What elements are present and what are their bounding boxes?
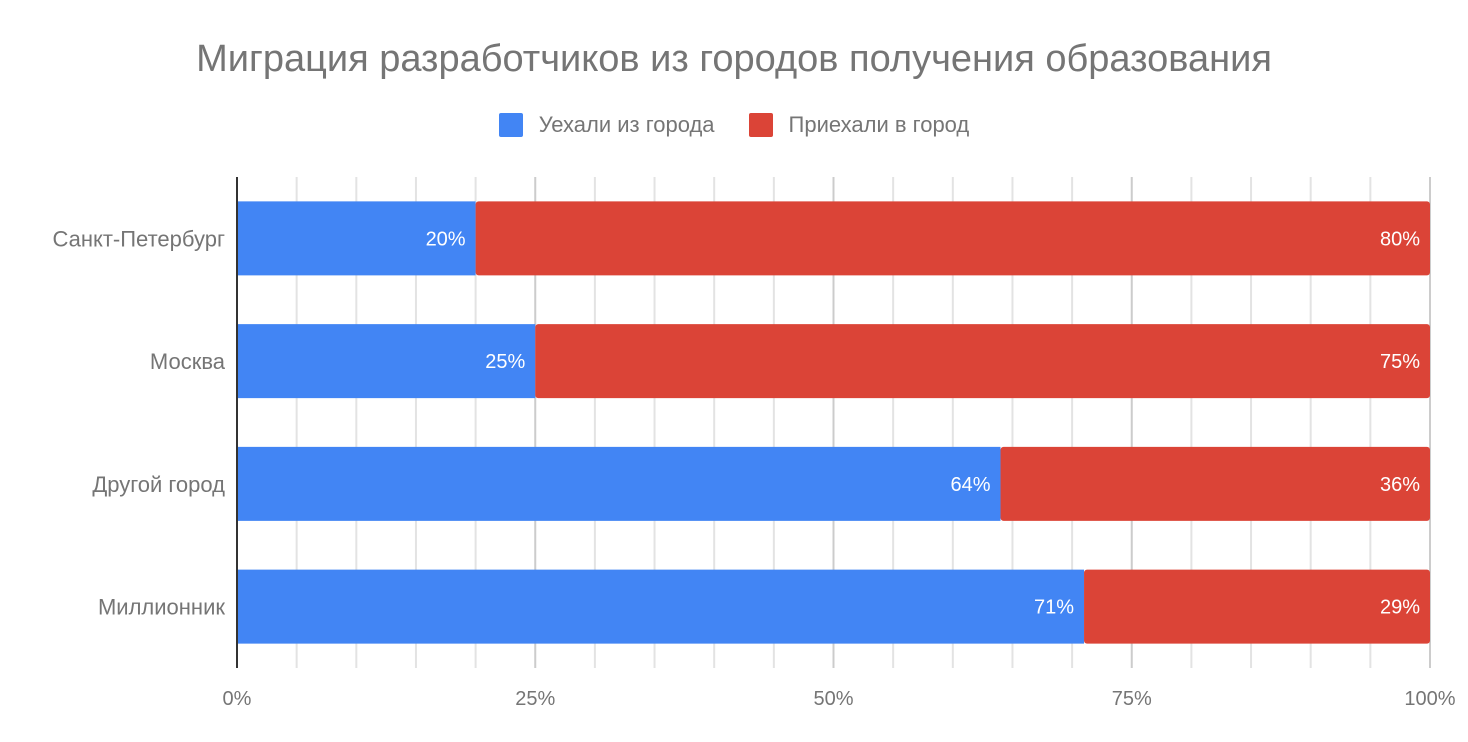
x-tick-label: 0% bbox=[223, 688, 252, 710]
bar-segment bbox=[535, 324, 1430, 399]
bar-segment bbox=[475, 201, 1431, 276]
data-label: 29% bbox=[1380, 597, 1420, 619]
legend: Уехали из города Приехали в город bbox=[0, 112, 1468, 138]
legend-item-came-to-city[interactable]: Приехали в город bbox=[748, 112, 970, 138]
bar-segment bbox=[1000, 446, 1430, 521]
data-label: 75% bbox=[1380, 351, 1420, 373]
data-label: 80% bbox=[1380, 228, 1420, 250]
category-label: Миллионник bbox=[98, 595, 225, 620]
x-tick-label: 100% bbox=[1404, 688, 1455, 710]
legend-item-left-city[interactable]: Уехали из города bbox=[498, 112, 715, 138]
legend-swatch-red bbox=[748, 113, 773, 137]
category-label: Другой город bbox=[92, 472, 225, 497]
bar-segment bbox=[1084, 569, 1430, 644]
category-label: Москва bbox=[150, 349, 226, 374]
bar-segment bbox=[237, 324, 536, 399]
legend-label: Уехали из города bbox=[538, 112, 715, 137]
category-label: Санкт-Петербург bbox=[52, 226, 225, 251]
data-label: 20% bbox=[426, 228, 466, 250]
chart-title: Миграция разработчиков из городов получе… bbox=[196, 38, 1272, 80]
bar-segment bbox=[237, 201, 476, 276]
data-label: 64% bbox=[950, 474, 990, 496]
data-label: 25% bbox=[485, 351, 525, 373]
legend-label: Приехали в город bbox=[788, 112, 970, 137]
bar-segment bbox=[237, 569, 1085, 644]
x-tick-label: 75% bbox=[1112, 688, 1152, 710]
x-tick-label: 25% bbox=[515, 688, 555, 710]
legend-swatch-blue bbox=[498, 113, 523, 137]
data-label: 36% bbox=[1380, 474, 1420, 496]
data-label: 71% bbox=[1034, 597, 1074, 619]
bar-segment bbox=[237, 446, 1001, 521]
x-tick-label: 50% bbox=[813, 688, 853, 710]
